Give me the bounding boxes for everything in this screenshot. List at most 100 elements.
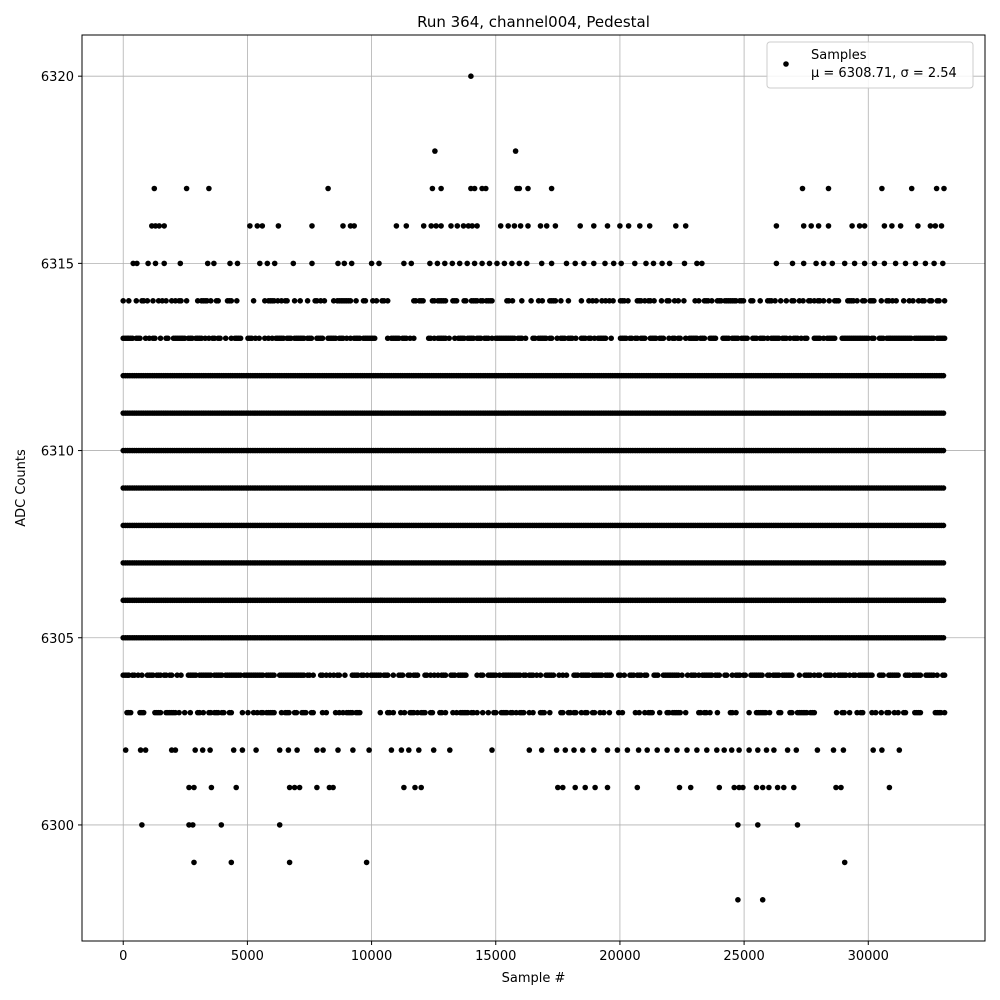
data-point bbox=[335, 260, 341, 267]
data-point bbox=[704, 747, 710, 753]
data-point bbox=[800, 298, 806, 304]
data-point bbox=[940, 260, 946, 267]
data-point bbox=[520, 709, 527, 716]
data-point bbox=[390, 672, 397, 678]
data-point bbox=[403, 223, 410, 229]
data-point bbox=[509, 298, 516, 304]
data-point bbox=[759, 897, 766, 903]
data-point bbox=[861, 223, 868, 229]
data-point bbox=[323, 709, 330, 716]
data-point bbox=[643, 672, 650, 678]
data-point bbox=[309, 260, 315, 267]
data-point bbox=[351, 223, 358, 229]
data-point bbox=[468, 73, 474, 79]
data-point bbox=[558, 298, 564, 304]
data-point bbox=[889, 223, 895, 229]
plot-frame bbox=[81, 34, 986, 942]
data-point bbox=[168, 672, 175, 678]
axis-ticks: 0 5000 10000 15000 20000 25000 30000 6300 6305 63… bbox=[41, 70, 889, 964]
data-point bbox=[813, 260, 819, 267]
data-point bbox=[637, 223, 643, 229]
data-point bbox=[388, 747, 395, 753]
data-point bbox=[208, 298, 214, 304]
data-point bbox=[825, 223, 832, 229]
data-point bbox=[736, 747, 742, 753]
data-point bbox=[310, 672, 317, 678]
data-point bbox=[528, 298, 534, 304]
data-point bbox=[471, 185, 478, 192]
data-point bbox=[552, 298, 559, 304]
data-point bbox=[192, 747, 198, 753]
data-point bbox=[922, 260, 929, 267]
data-point bbox=[910, 298, 916, 304]
data-point bbox=[928, 298, 935, 304]
data-point bbox=[285, 747, 292, 753]
data-point bbox=[548, 260, 555, 267]
data-point bbox=[526, 747, 533, 753]
data-point bbox=[139, 822, 145, 828]
data-point bbox=[656, 709, 663, 716]
data-point bbox=[538, 747, 545, 753]
data-point bbox=[840, 747, 847, 753]
data-point bbox=[744, 335, 750, 342]
data-point bbox=[759, 784, 766, 791]
data-point bbox=[479, 672, 486, 678]
data-point bbox=[602, 260, 608, 267]
data-point bbox=[442, 709, 449, 716]
data-point bbox=[428, 223, 435, 229]
data-point bbox=[895, 709, 901, 716]
data-point bbox=[666, 260, 673, 267]
data-point bbox=[253, 747, 259, 753]
data-point bbox=[808, 223, 814, 229]
data-point bbox=[363, 859, 370, 866]
data-point bbox=[660, 335, 667, 342]
data-point bbox=[872, 709, 879, 716]
data-point bbox=[879, 747, 885, 753]
data-point bbox=[820, 260, 827, 267]
data-point bbox=[800, 260, 807, 267]
data-point bbox=[643, 260, 649, 267]
data-point bbox=[940, 410, 947, 416]
data-point bbox=[330, 784, 336, 791]
data-point bbox=[157, 709, 164, 716]
data-point bbox=[308, 335, 315, 342]
data-point bbox=[234, 260, 241, 267]
data-point bbox=[366, 747, 372, 753]
data-point bbox=[137, 747, 144, 753]
data-point bbox=[401, 784, 407, 791]
data-point bbox=[172, 747, 179, 753]
data-point bbox=[137, 335, 143, 342]
data-point bbox=[701, 335, 708, 342]
data-point bbox=[766, 784, 772, 791]
data-point bbox=[621, 672, 628, 678]
data-point bbox=[871, 298, 877, 304]
data-point bbox=[684, 747, 690, 753]
data-point bbox=[230, 747, 237, 753]
data-point bbox=[291, 298, 298, 304]
data-point bbox=[552, 223, 559, 229]
y-axis-title: ADC Counts bbox=[14, 449, 29, 527]
data-point bbox=[763, 747, 770, 753]
data-point bbox=[453, 298, 460, 304]
data-point bbox=[712, 335, 719, 342]
data-point bbox=[902, 709, 909, 716]
data-point bbox=[228, 298, 235, 304]
data-point bbox=[601, 709, 607, 716]
data-point bbox=[191, 859, 197, 866]
data-point bbox=[446, 335, 453, 342]
data-point bbox=[714, 709, 721, 716]
data-point bbox=[190, 822, 196, 828]
data-point bbox=[714, 747, 720, 753]
legend: Samples μ = 6308.71, σ = 2.54 bbox=[766, 41, 974, 89]
data-point bbox=[694, 260, 700, 267]
data-point bbox=[896, 747, 903, 753]
data-point bbox=[573, 335, 579, 342]
data-point bbox=[239, 709, 246, 716]
data-point bbox=[563, 260, 570, 267]
data-point bbox=[591, 709, 598, 716]
data-point bbox=[442, 260, 448, 267]
x-axis-title: Sample # bbox=[502, 971, 566, 986]
data-point bbox=[178, 672, 184, 678]
data-point bbox=[733, 709, 739, 716]
data-point bbox=[917, 672, 924, 678]
